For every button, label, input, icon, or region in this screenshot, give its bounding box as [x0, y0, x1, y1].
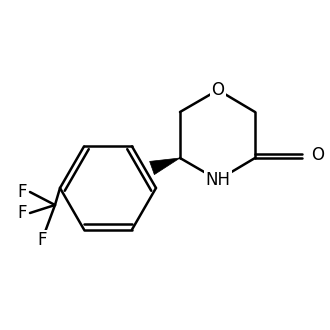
- Text: F: F: [17, 204, 27, 222]
- Text: F: F: [37, 231, 47, 249]
- Text: O: O: [212, 81, 224, 99]
- Text: O: O: [312, 146, 324, 164]
- Polygon shape: [149, 158, 180, 175]
- Text: NH: NH: [206, 171, 230, 189]
- Text: F: F: [17, 183, 27, 201]
